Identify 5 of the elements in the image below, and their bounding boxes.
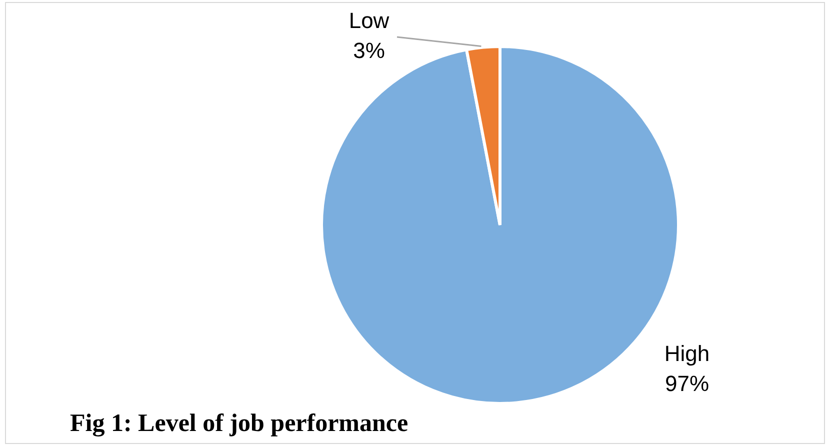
slice-label: Low — [348, 8, 390, 34]
data-label: 3% — [353, 38, 385, 64]
slice-label: High — [664, 341, 710, 366]
data-label: 97% — [664, 371, 710, 396]
caption: Fig 1: Level of job performance — [70, 410, 408, 438]
